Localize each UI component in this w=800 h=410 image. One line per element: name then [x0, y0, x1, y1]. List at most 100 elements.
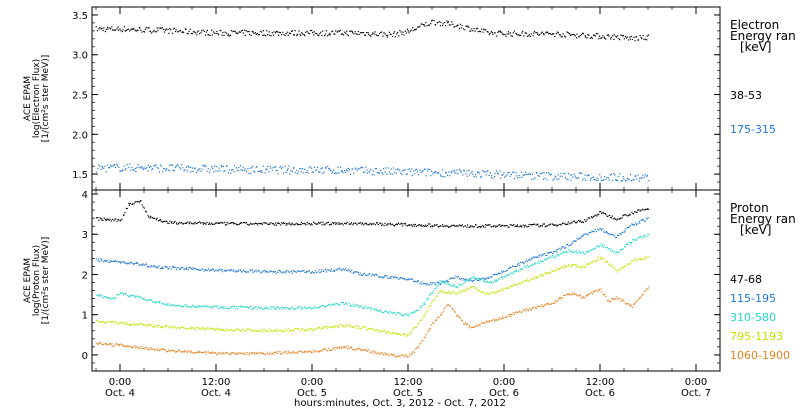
proton-data-point — [560, 266, 562, 268]
proton-data-point — [632, 260, 635, 262]
electron-data-point — [149, 166, 151, 168]
proton-data-point — [195, 223, 197, 225]
electron-data-point — [402, 31, 404, 33]
proton-data-point — [467, 289, 469, 291]
proton-data-point — [353, 305, 355, 307]
proton-data-point — [414, 223, 416, 226]
proton-data-point — [186, 305, 188, 307]
proton-data-point — [332, 326, 334, 328]
proton-data-point — [640, 236, 642, 238]
proton-data-point — [347, 268, 350, 270]
proton-data-point — [570, 222, 572, 224]
electron-data-point — [382, 173, 384, 175]
proton-data-point — [401, 225, 404, 227]
electron-data-point — [409, 170, 411, 172]
proton-data-point — [611, 215, 613, 217]
electron-data-point — [368, 170, 371, 172]
proton-data-point — [207, 306, 209, 308]
proton-data-point — [322, 327, 324, 329]
proton-data-point — [447, 283, 449, 285]
proton-data-point — [583, 252, 585, 254]
proton-data-point — [515, 225, 517, 227]
electron-data-point — [400, 172, 402, 174]
proton-data-point — [364, 326, 366, 328]
proton-data-point — [235, 353, 237, 355]
proton-data-point — [109, 261, 111, 263]
electron-data-point — [511, 35, 513, 37]
proton-data-point — [464, 225, 466, 227]
electron-data-point — [501, 31, 503, 33]
proton-data-point — [490, 292, 492, 295]
electron-data-point — [207, 34, 209, 36]
electron-data-point — [472, 173, 474, 175]
electron-data-point — [608, 35, 610, 37]
proton-data-point — [315, 271, 317, 274]
proton-data-point — [382, 223, 384, 225]
proton-data-point — [552, 253, 554, 255]
proton-data-point — [263, 222, 265, 224]
proton-data-point — [426, 299, 428, 301]
electron-data-point — [371, 174, 373, 176]
proton-data-point — [409, 278, 412, 280]
electron-data-point — [209, 34, 211, 37]
proton-data-point — [438, 283, 440, 285]
proton-data-point — [245, 354, 248, 356]
electron-data-point — [331, 30, 334, 32]
proton-data-point — [520, 283, 522, 285]
electron-data-point — [313, 166, 316, 168]
proton-data-point — [288, 352, 290, 354]
proton-data-point — [126, 345, 128, 347]
proton-data-point — [546, 258, 548, 260]
proton-data-point — [368, 224, 370, 226]
proton-data-point — [386, 275, 388, 277]
proton-data-point — [99, 341, 102, 343]
proton-data-point — [561, 297, 563, 299]
proton-data-point — [350, 271, 352, 273]
proton-data-point — [239, 269, 242, 271]
proton-data-point — [198, 305, 200, 307]
proton-data-point — [106, 344, 108, 346]
proton-data-point — [482, 322, 484, 324]
proton-data-point — [226, 221, 228, 223]
electron-data-point — [258, 170, 260, 172]
proton-data-point — [247, 328, 249, 330]
proton-data-point — [517, 283, 519, 285]
electron-data-point — [147, 170, 149, 172]
electron-data-point — [429, 169, 431, 171]
proton-data-point — [595, 214, 597, 216]
proton-data-point — [589, 217, 591, 219]
electron-data-point — [466, 170, 468, 172]
proton-data-point — [137, 201, 139, 203]
proton-data-point — [216, 327, 218, 329]
electron-data-point — [440, 21, 442, 23]
proton-data-point — [365, 274, 367, 276]
proton-data-point — [309, 328, 311, 331]
electron-data-point — [499, 30, 501, 32]
electron-data-point — [288, 32, 290, 34]
electron-data-point — [610, 38, 612, 40]
proton-data-point — [99, 260, 101, 262]
proton-data-point — [242, 269, 244, 271]
proton-data-point — [262, 308, 264, 310]
proton-data-point — [211, 223, 213, 225]
proton-data-point — [135, 323, 137, 326]
proton-data-point — [155, 301, 157, 303]
proton-data-point — [116, 220, 118, 222]
proton-data-point — [395, 223, 397, 226]
electron-data-point — [605, 38, 607, 40]
proton-data-point — [298, 223, 300, 225]
electron-data-point — [340, 33, 342, 35]
electron-data-point — [486, 171, 488, 173]
proton-data-point — [170, 268, 172, 270]
proton-data-point — [313, 272, 315, 274]
proton-data-point — [231, 306, 233, 308]
proton-data-point — [641, 258, 643, 260]
proton-data-point — [154, 349, 156, 351]
electron-legend-item: 38-53 — [730, 89, 762, 102]
proton-data-point — [304, 306, 306, 308]
electron-data-point — [282, 166, 284, 168]
proton-data-point — [330, 268, 332, 270]
proton-data-point — [168, 349, 170, 351]
proton-data-point — [190, 267, 192, 269]
proton-data-point — [124, 212, 126, 214]
